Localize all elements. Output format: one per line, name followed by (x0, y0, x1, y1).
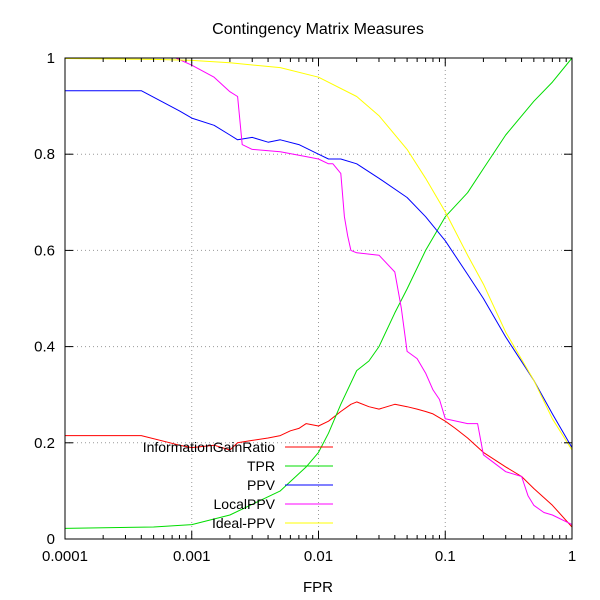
y-tick-label: 0.8 (34, 146, 55, 163)
legend-label: LocalPPV (214, 496, 276, 512)
y-tick-label: 0 (47, 531, 55, 548)
chart-title: Contingency Matrix Measures (212, 21, 424, 38)
x-tick-label: 0.001 (173, 548, 211, 565)
series-line-ideal-ppv (64, 58, 573, 451)
x-tick-label: 0.0001 (42, 548, 88, 565)
x-axis-label: FPR (303, 579, 333, 596)
legend-label: PPV (247, 477, 276, 493)
ticks-group: 0.0001 0.001 0.01 0.1 1 0 0.2 0.4 0.6 0.8 1 (34, 50, 576, 565)
series-line-tpr (64, 57, 573, 529)
y-tick-label: 0.2 (34, 435, 55, 452)
y-tick-label: 0.6 (34, 242, 55, 259)
series-group (64, 57, 573, 529)
y-tick-label: 0.4 (34, 339, 55, 356)
grid (65, 58, 572, 539)
x-tick-label: 0.01 (304, 548, 333, 565)
series-line-ppv (65, 90, 573, 448)
y-tick-label: 1 (47, 50, 55, 67)
legend: InformationGainRatio TPR PPV LocalPPV Ideal-… (143, 439, 333, 531)
legend-label: TPR (247, 458, 275, 474)
series-line-localppv (175, 57, 573, 526)
series-line-informationgainratio (65, 401, 573, 528)
legend-label: Ideal-PPV (212, 515, 276, 531)
x-tick-label: 1 (568, 548, 576, 565)
x-tick-label: 0.1 (435, 548, 456, 565)
legend-label: InformationGainRatio (143, 439, 276, 455)
